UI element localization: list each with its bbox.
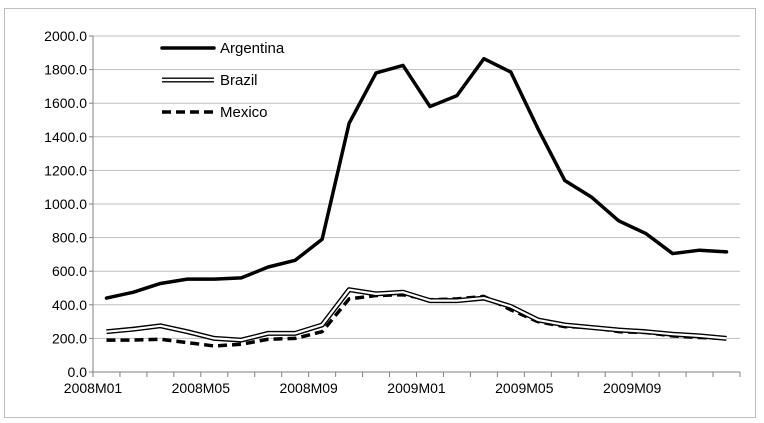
y-tick-label: 1800.0 [44,62,87,78]
y-tick-label: 1600.0 [44,95,87,111]
legend-label-argentina: Argentina [220,40,285,57]
y-tick-label: 0.0 [68,364,88,380]
x-tick-label: 2008M01 [64,380,123,396]
legend-label-brazil: Brazil [220,72,258,89]
y-axis-tick-labels: 0.0 200.0 400.0 600.0 800.0 1000.0 1200.0 1400.… [44,28,87,380]
chart-frame [4,8,756,418]
x-tick-label: 2008M09 [279,380,338,396]
series-line-argentina [104,56,729,300]
x-tick-label: 2009M01 [387,380,446,396]
legend: Argentina Brazil Mexico [160,40,285,121]
x-axis-tick-labels: 2008M01 2008M05 2008M09 2009M01 2009M05 2009M… [64,380,662,396]
axes [89,35,741,377]
y-tick-label: 1000.0 [44,196,87,212]
y-tick-label: 1200.0 [44,162,87,178]
x-tick-label: 2009M09 [603,380,662,396]
legend-label-mexico: Mexico [220,104,268,121]
y-tick-label: 1400.0 [44,129,87,145]
y-tick-label: 400.0 [52,297,87,313]
x-tick-label: 2009M05 [495,380,554,396]
gridlines [93,35,740,339]
series-line-brazil-inner [106,288,727,342]
y-tick-label: 600.0 [52,263,87,279]
y-tick-label: 800.0 [52,230,87,246]
y-tick-label: 200.0 [52,330,87,346]
y-tick-label: 2000.0 [44,28,87,44]
series-lines [104,56,729,348]
x-tick-label: 2008M05 [172,380,231,396]
